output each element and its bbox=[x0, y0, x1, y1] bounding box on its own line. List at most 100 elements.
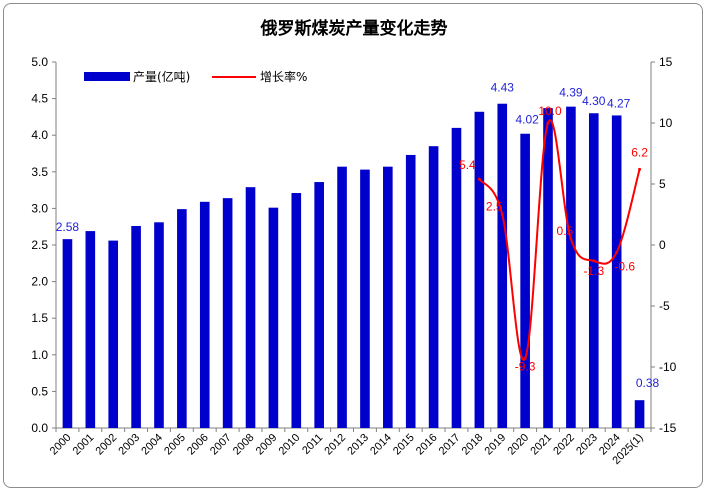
bar bbox=[62, 239, 73, 428]
bar bbox=[543, 108, 553, 428]
bar bbox=[131, 225, 141, 428]
bar-value-label: 0.38 bbox=[636, 376, 660, 390]
line-point bbox=[615, 250, 619, 254]
bar bbox=[199, 201, 210, 428]
bar-series bbox=[62, 103, 645, 429]
bar-value-label: 4.02 bbox=[515, 113, 539, 127]
line-point bbox=[546, 121, 550, 125]
axes: 0.0 0.5 1.0 1.5 2.0 2.5 3.0 3.5 4.0 4.5 5.0 -15 -10 -… bbox=[31, 55, 676, 467]
x-tick-label: 2022 bbox=[551, 432, 577, 458]
line-point bbox=[477, 177, 481, 181]
x-tick-label: 2011 bbox=[300, 432, 325, 457]
y-tick-left-label: 3.0 bbox=[31, 201, 48, 215]
x-tick-label: 2016 bbox=[414, 432, 440, 458]
line-series bbox=[477, 119, 642, 361]
x-tick-label: 2002 bbox=[94, 432, 120, 458]
line-point bbox=[523, 356, 527, 360]
bar-value-label: 4.43 bbox=[491, 81, 515, 95]
x-tick-label: 2010 bbox=[277, 432, 303, 458]
bar bbox=[337, 166, 347, 428]
bar bbox=[177, 209, 187, 428]
line-value-label: 10.0 bbox=[538, 104, 562, 118]
y-tick-left-label: 0.0 bbox=[31, 421, 48, 435]
legend-label-bar: 产量(亿吨) bbox=[133, 69, 190, 84]
bar bbox=[634, 400, 645, 428]
growth-rate-line bbox=[478, 119, 641, 361]
x-tick-label: 2004 bbox=[139, 432, 165, 458]
line-point bbox=[569, 237, 573, 241]
line-point bbox=[500, 213, 504, 216]
y-tick-left-label: 4.0 bbox=[31, 128, 48, 142]
x-tick-label: 2012 bbox=[322, 432, 348, 458]
bar-value-label: 4.30 bbox=[582, 94, 606, 108]
y-tick-left-label: 4.5 bbox=[31, 92, 48, 106]
x-tick-label: 2020 bbox=[505, 432, 531, 458]
x-tick-label: 2006 bbox=[185, 432, 211, 458]
y-tick-left-label: 0.5 bbox=[31, 384, 48, 398]
x-tick-label: 2023 bbox=[574, 432, 600, 458]
legend: 产量(亿吨) 增长率% bbox=[84, 69, 307, 84]
bar bbox=[360, 169, 370, 428]
y-tick-left-label: 2.0 bbox=[31, 275, 48, 289]
x-tick-label: 2008 bbox=[231, 432, 257, 458]
y-tick-left-label: 5.0 bbox=[31, 55, 48, 69]
x-tick-label: 2009 bbox=[254, 432, 280, 458]
x-tick-label: 2007 bbox=[208, 432, 234, 458]
line-value-label: 0.5 bbox=[557, 224, 574, 238]
x-tick-label: 2003 bbox=[116, 432, 142, 458]
legend-swatch-bar bbox=[84, 72, 130, 81]
bar bbox=[222, 198, 233, 428]
bar-value-label: 4.27 bbox=[607, 96, 631, 110]
line-value-label: -0.6 bbox=[614, 259, 635, 273]
x-tick-label: 2019 bbox=[483, 432, 509, 458]
y-tick-right-label: -10 bbox=[659, 360, 677, 374]
bar-value-label: 2.58 bbox=[56, 220, 80, 234]
bar bbox=[268, 207, 279, 428]
bar bbox=[383, 166, 393, 428]
y-tick-right-label: -5 bbox=[659, 299, 670, 313]
chart-frame bbox=[3, 3, 703, 488]
bar bbox=[566, 106, 576, 428]
y-tick-right-label: 15 bbox=[659, 55, 673, 69]
y-tick-right-label: 5 bbox=[659, 177, 666, 191]
y-tick-left-label: 2.5 bbox=[31, 238, 48, 252]
bar-value-label: 4.39 bbox=[559, 86, 583, 100]
bar bbox=[314, 182, 324, 428]
line-value-label: 5.4 bbox=[459, 158, 476, 172]
bar bbox=[108, 240, 119, 428]
y-tick-right-label: 0 bbox=[659, 238, 666, 252]
bar bbox=[291, 193, 302, 428]
x-tick-label: 2013 bbox=[345, 432, 371, 458]
x-tick-label: 2017 bbox=[437, 432, 463, 458]
bar bbox=[611, 115, 622, 428]
line-value-label: 6.2 bbox=[631, 145, 648, 159]
x-tick-label: 2015 bbox=[391, 432, 417, 458]
bar bbox=[154, 222, 164, 428]
chart-title: 俄罗斯煤炭产量变化走势 bbox=[260, 19, 448, 39]
legend-label-line: 增长率% bbox=[260, 69, 307, 84]
x-tick-label: 2018 bbox=[460, 432, 486, 458]
x-tick-label: 2014 bbox=[368, 432, 394, 458]
bar bbox=[428, 146, 439, 428]
y-tick-right-label: 10 bbox=[659, 116, 673, 130]
line-point bbox=[592, 259, 596, 263]
y-tick-right-label: -15 bbox=[659, 421, 677, 435]
bar bbox=[588, 113, 599, 429]
line-point bbox=[638, 167, 642, 171]
line-value-label: -1.3 bbox=[583, 264, 604, 278]
line-value-label: -9.3 bbox=[515, 359, 536, 373]
bar bbox=[451, 127, 462, 428]
bar bbox=[474, 111, 485, 428]
bar bbox=[405, 154, 416, 429]
y-tick-left-label: 1.0 bbox=[31, 348, 48, 362]
x-tick-label: 2005 bbox=[162, 432, 188, 458]
line-value-label: 2.5 bbox=[486, 200, 503, 214]
bar bbox=[497, 103, 508, 428]
bar bbox=[85, 231, 96, 428]
y-tick-left-label: 3.5 bbox=[31, 165, 48, 179]
data-labels: 2.58 4.43 4.02 4.394.30 4.27 0.38 5.4 2.5 -9.3 10… bbox=[56, 81, 660, 390]
bar bbox=[245, 187, 256, 428]
x-tick-label: 2021 bbox=[528, 432, 554, 458]
y-tick-left-label: 1.5 bbox=[31, 311, 48, 325]
